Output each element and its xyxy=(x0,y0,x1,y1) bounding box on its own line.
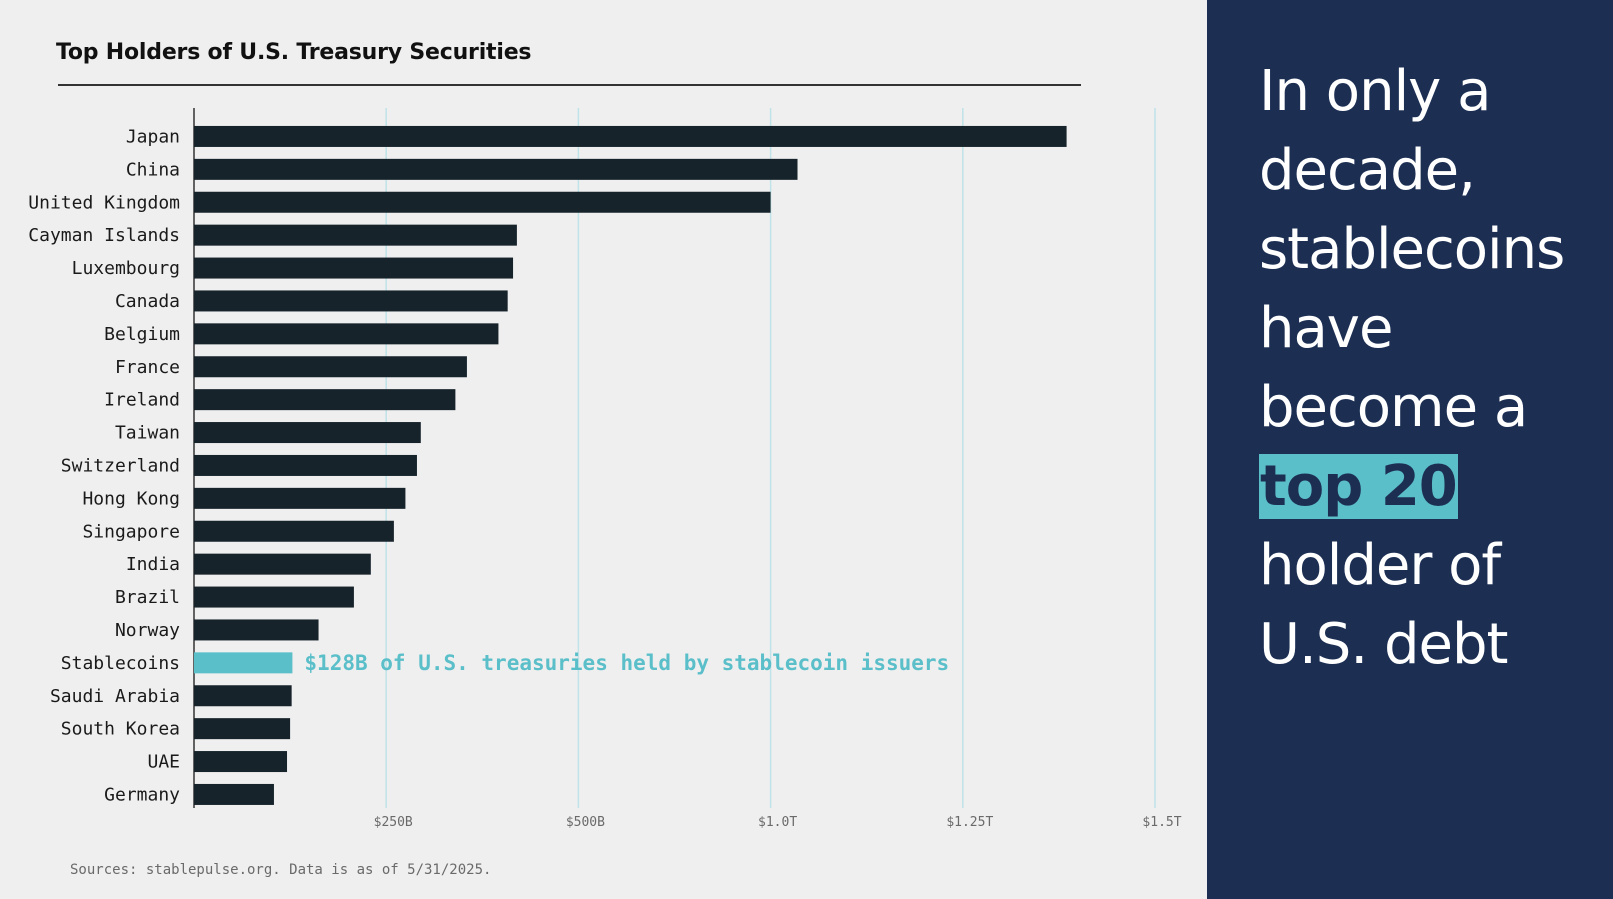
bar-switzerland xyxy=(194,454,417,476)
category-label-germany: Germany xyxy=(104,784,180,805)
category-label-norway: Norway xyxy=(115,620,180,641)
chart-title: Top Holders of U.S. Treasury Securities xyxy=(56,40,532,65)
category-label-france: France xyxy=(115,357,180,378)
category-label-belgium: Belgium xyxy=(104,324,180,345)
bar-china xyxy=(194,158,798,180)
category-label-south-korea: South Korea xyxy=(61,719,180,740)
headline-panel: In only a decade, stablecoins have becom… xyxy=(1207,0,1613,899)
category-label-india: India xyxy=(126,554,180,575)
bar-japan xyxy=(194,125,1067,147)
category-label-china: China xyxy=(126,159,180,180)
bar-south-korea xyxy=(194,718,291,740)
x-tick-label: $250B xyxy=(374,815,413,830)
bar-saudi-arabia xyxy=(194,685,292,707)
category-label-hong-kong: Hong Kong xyxy=(82,488,180,509)
headline-text-after: holder of U.S. debt xyxy=(1259,533,1508,677)
bar-cayman-islands xyxy=(194,224,517,246)
headline-highlight: top 20 xyxy=(1259,454,1458,519)
bar-uae xyxy=(194,751,288,773)
x-tick-label: $1.5T xyxy=(1142,815,1181,830)
bar-germany xyxy=(194,783,274,805)
category-label-luxembourg: Luxembourg xyxy=(72,258,180,279)
bar-stablecoins xyxy=(194,652,293,674)
category-label-cayman-islands: Cayman Islands xyxy=(28,225,180,246)
bar-belgium xyxy=(194,323,499,345)
headline-text-before: In only a decade, stablecoins have becom… xyxy=(1259,59,1565,440)
bar-singapore xyxy=(194,520,394,542)
category-label-canada: Canada xyxy=(115,291,180,312)
title-rule xyxy=(58,84,1081,86)
category-label-stablecoins: Stablecoins xyxy=(61,653,180,674)
source-note: Sources: stablepulse.org. Data is as of … xyxy=(70,862,492,878)
bar-hong-kong xyxy=(194,487,406,509)
bar-luxembourg xyxy=(194,257,514,279)
category-label-taiwan: Taiwan xyxy=(115,423,180,444)
x-tick-label: $500B xyxy=(566,815,605,830)
bar-india xyxy=(194,553,371,575)
bar-united-kingdom xyxy=(194,191,771,213)
chart-panel: Top Holders of U.S. Treasury Securities … xyxy=(28,40,1182,878)
x-tick-label: $1.25T xyxy=(946,815,993,830)
category-label-saudi-arabia: Saudi Arabia xyxy=(50,686,180,707)
category-label-switzerland: Switzerland xyxy=(61,455,180,476)
bar-chart: $250B $500B $1.0T $1.25T $1.5T Japan China Unit… xyxy=(28,108,1182,830)
category-label-united-kingdom: United Kingdom xyxy=(28,192,180,213)
bar-brazil xyxy=(194,586,354,608)
category-label-japan: Japan xyxy=(126,126,180,147)
bar-canada xyxy=(194,290,508,312)
bar-france xyxy=(194,356,467,378)
bar-taiwan xyxy=(194,422,421,444)
category-label-singapore: Singapore xyxy=(82,521,180,542)
category-label-uae: UAE xyxy=(147,752,180,773)
highlight-annotation: $128B of U.S. treasuries held by stablec… xyxy=(304,651,949,675)
category-label-brazil: Brazil xyxy=(115,587,180,608)
category-label-ireland: Ireland xyxy=(104,390,180,411)
x-tick-label: $1.0T xyxy=(758,815,797,830)
bar-ireland xyxy=(194,389,456,411)
bar-norway xyxy=(194,619,319,641)
headline: In only a decade, stablecoins have becom… xyxy=(1259,52,1599,684)
